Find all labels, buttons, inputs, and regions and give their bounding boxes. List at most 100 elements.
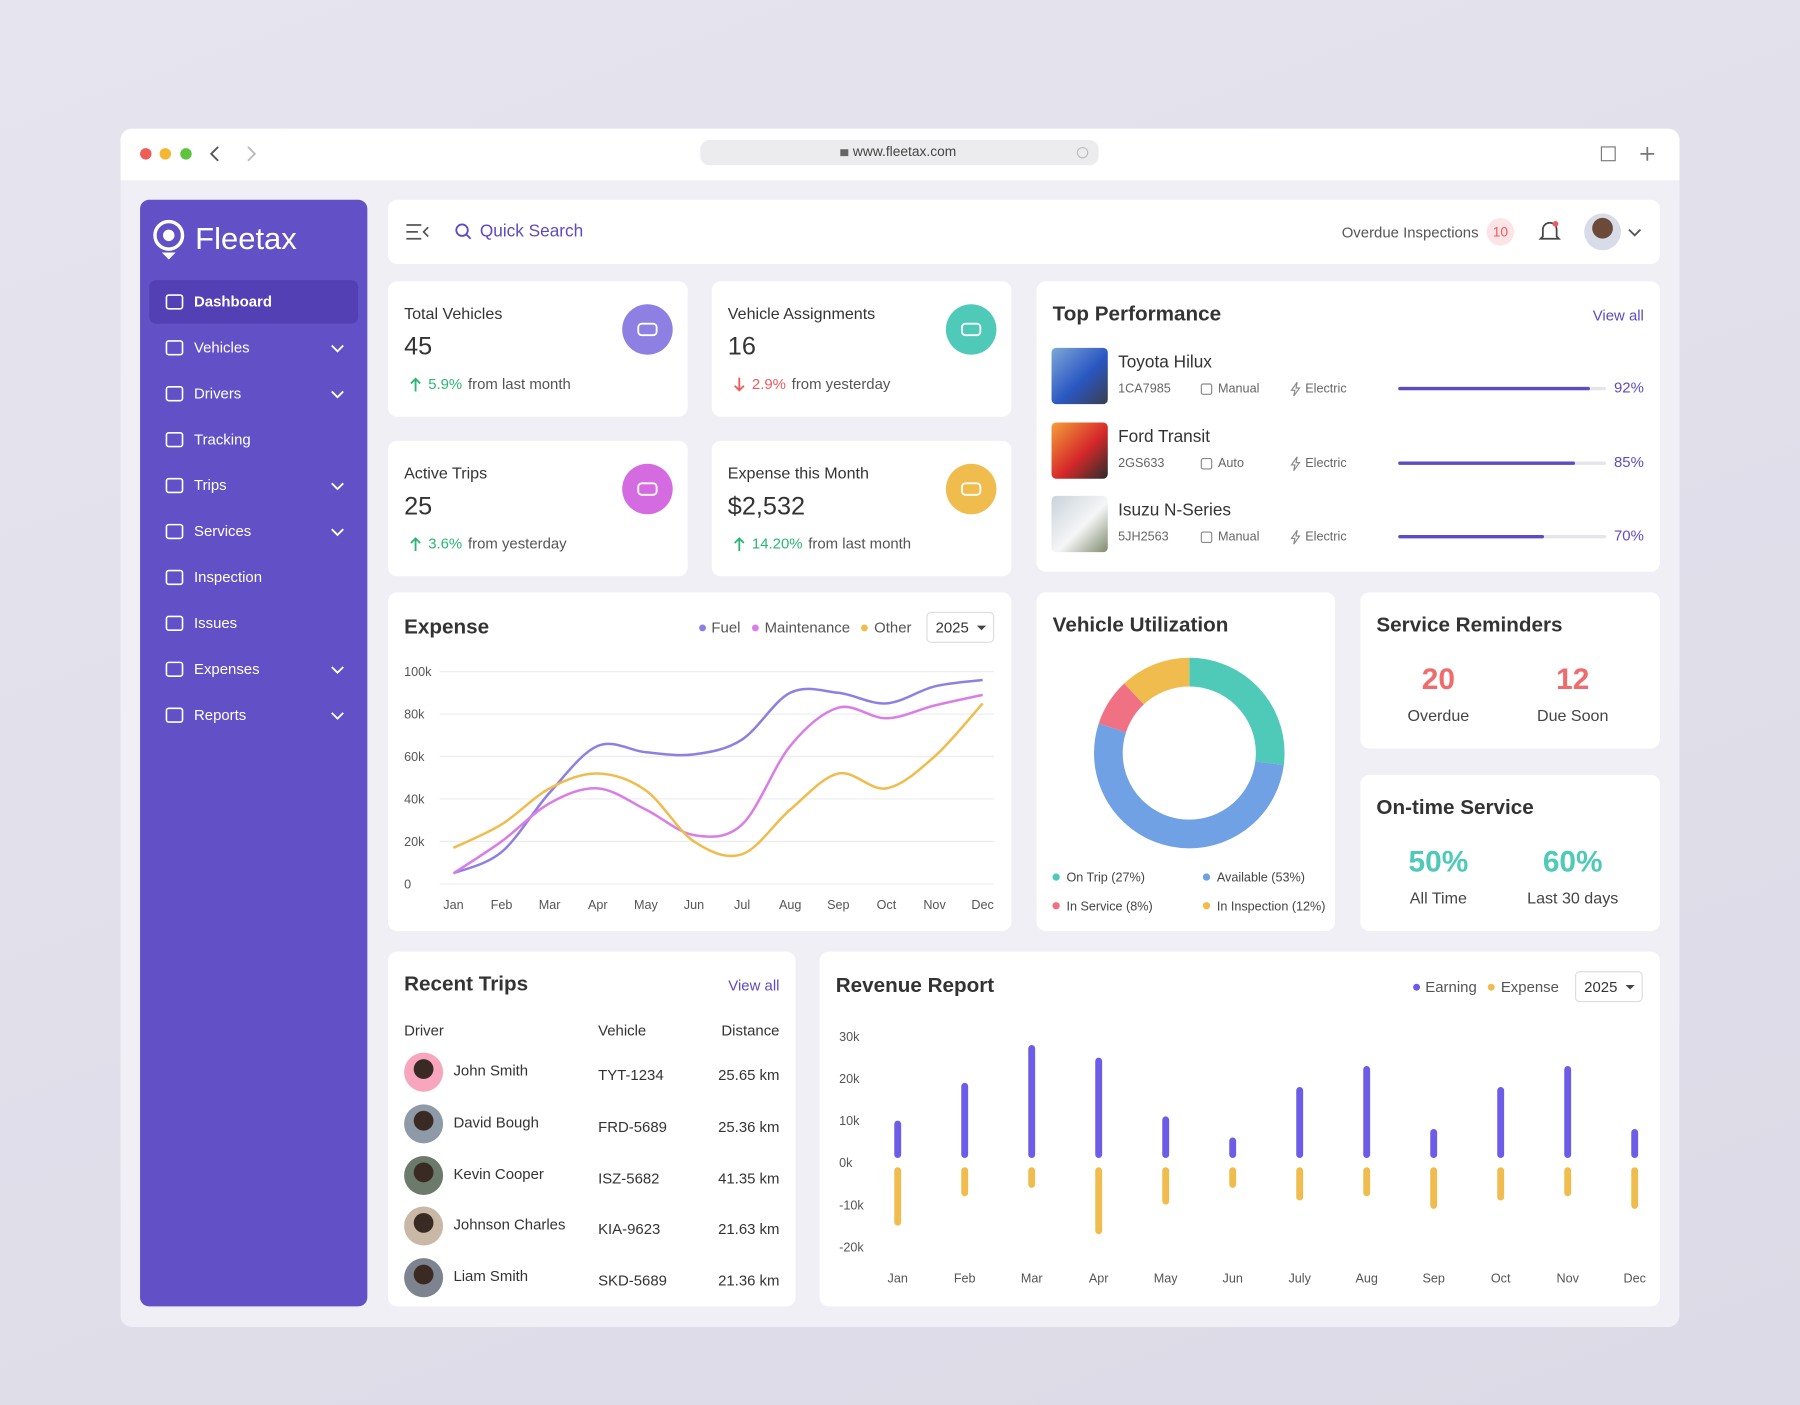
stat-title: Expense this Month bbox=[727, 463, 869, 483]
stat-icon bbox=[945, 304, 997, 355]
bar bbox=[1363, 1167, 1371, 1197]
vehicle-transmission: Manual bbox=[1217, 382, 1260, 397]
legend-dot bbox=[1052, 902, 1060, 910]
menu-item[interactable]: Inspection bbox=[149, 556, 358, 600]
bar bbox=[894, 1167, 902, 1226]
user-avatar[interactable] bbox=[1584, 213, 1621, 251]
bar bbox=[1631, 1167, 1639, 1209]
menu-item[interactable]: Issues bbox=[149, 602, 358, 646]
bar bbox=[1229, 1167, 1237, 1188]
stat-card: Vehicle Assignments 16 2.9% from yesterday bbox=[711, 281, 1012, 417]
stat-icon-glyph bbox=[961, 322, 982, 337]
menu-item[interactable]: Reports bbox=[149, 693, 358, 737]
donut-chart: On Trip (27%) Available (53%) In Service (… bbox=[1052, 657, 1325, 913]
line-chart: 0 20k 40k 60k 80k 100k Jan Feb Mar Apr May Jun Jul Au… bbox=[404, 665, 995, 912]
menu-icon bbox=[165, 431, 184, 448]
x-tick-label: Mar bbox=[1021, 1271, 1043, 1285]
back[interactable] bbox=[209, 146, 219, 162]
legend-label: Fuel bbox=[711, 618, 741, 636]
trip-cell: 41.35 km bbox=[718, 1169, 780, 1187]
x-tick-label: Sep bbox=[827, 898, 849, 912]
recent-trips-card: Recent Trips View all Driver Vehicle Distanc… bbox=[388, 951, 796, 1307]
vehicle-photo bbox=[1051, 421, 1108, 479]
series-line bbox=[452, 678, 983, 875]
stat-icon bbox=[622, 304, 673, 355]
section-title: Service Reminders bbox=[1376, 613, 1563, 636]
menu-label: Trips bbox=[194, 476, 227, 494]
x-tick-label: Jul bbox=[734, 898, 750, 912]
y-tick-label: 40k bbox=[404, 793, 425, 807]
menu-item[interactable]: Tracking bbox=[149, 418, 358, 462]
series-line bbox=[452, 702, 984, 858]
menu-item[interactable]: Services bbox=[149, 510, 358, 554]
legend-item: Earning bbox=[1412, 978, 1477, 995]
score-bar bbox=[1398, 386, 1590, 391]
y-tick-label: -10k bbox=[839, 1198, 864, 1212]
stat-change-row: 14.20% from last month bbox=[732, 535, 911, 552]
trip-cell: 25.36 km bbox=[718, 1117, 780, 1136]
gear-icon bbox=[1200, 383, 1213, 395]
close-dot[interactable] bbox=[140, 148, 152, 160]
stat-arrow-shape bbox=[734, 377, 745, 392]
x-tick-label: Apr bbox=[1089, 1271, 1109, 1285]
year-selector[interactable]: 2025 bbox=[926, 611, 995, 643]
max-dot[interactable] bbox=[180, 148, 192, 160]
chevron-line bbox=[331, 390, 344, 399]
year-selector-value: 2025 bbox=[1584, 978, 1618, 996]
trip-cell: 25.65 km bbox=[718, 1066, 780, 1084]
overdue-badge[interactable]: 10 bbox=[1486, 218, 1515, 246]
view-all-link[interactable]: View all bbox=[728, 976, 780, 995]
x-tick-label: Feb bbox=[954, 1271, 976, 1285]
trip-cell: KIA-9623 bbox=[598, 1220, 661, 1238]
menu-item[interactable]: Dashboard bbox=[149, 280, 359, 324]
reload[interactable] bbox=[1076, 146, 1089, 159]
score-label: 85% bbox=[1613, 452, 1644, 471]
kpi-value: 12 bbox=[1556, 661, 1590, 696]
caret bbox=[1625, 984, 1635, 990]
year-selector[interactable]: 2025 bbox=[1575, 971, 1643, 1003]
chevron-line bbox=[1628, 228, 1642, 237]
forward[interactable] bbox=[247, 146, 257, 162]
bar bbox=[1095, 1057, 1103, 1159]
view-all-link[interactable]: View all bbox=[1592, 306, 1644, 324]
toolbar-icons bbox=[140, 140, 1655, 166]
stat-icon bbox=[945, 463, 997, 515]
kpi-value: 20 bbox=[1421, 661, 1455, 696]
new-tab[interactable] bbox=[1640, 146, 1655, 161]
kpi-label: All Time bbox=[1409, 888, 1467, 907]
legend: Fuel Maintenance Other bbox=[698, 618, 911, 636]
driver-name: David Bough bbox=[453, 1113, 539, 1131]
min-dot[interactable] bbox=[159, 148, 172, 160]
menu-toggle bbox=[406, 224, 429, 240]
trip-cell: 21.36 km bbox=[718, 1272, 780, 1290]
stat-change-row: 5.9% from last month bbox=[409, 375, 571, 393]
menu-item[interactable]: Vehicles bbox=[149, 326, 358, 370]
share[interactable] bbox=[1600, 146, 1616, 162]
chevron bbox=[331, 482, 344, 491]
y-tick-label: -20k bbox=[839, 1240, 864, 1254]
menu-item[interactable]: Trips bbox=[149, 464, 358, 508]
kpi-value: 50% bbox=[1408, 843, 1469, 879]
url-bar[interactable] bbox=[700, 140, 1099, 166]
chart-title: Expense bbox=[404, 615, 490, 639]
menu-icon bbox=[165, 615, 184, 632]
vehicle-row: Isuzu N-Series 5JH2563 Manual Electric 70% bbox=[1037, 495, 1660, 553]
bar bbox=[894, 1120, 902, 1159]
driver-avatar bbox=[404, 1258, 444, 1298]
menu-item[interactable]: Drivers bbox=[149, 372, 358, 416]
driver-avatar bbox=[404, 1155, 444, 1195]
score-bar bbox=[1398, 460, 1575, 465]
stat-note: from yesterday bbox=[791, 375, 891, 393]
x-tick-label: Oct bbox=[1491, 1271, 1511, 1285]
bar bbox=[1631, 1129, 1639, 1159]
bar bbox=[961, 1082, 969, 1159]
bar bbox=[1497, 1087, 1505, 1159]
search-field[interactable]: Quick Search bbox=[479, 221, 584, 242]
menu-icon-shape bbox=[165, 707, 184, 723]
trip-cell: SKD-5689 bbox=[598, 1272, 667, 1290]
trip-cell: ISZ-5682 bbox=[598, 1169, 660, 1187]
menu-item[interactable]: Expenses bbox=[149, 647, 358, 691]
legend-item: Expense bbox=[1488, 978, 1559, 995]
chevron bbox=[331, 666, 344, 675]
